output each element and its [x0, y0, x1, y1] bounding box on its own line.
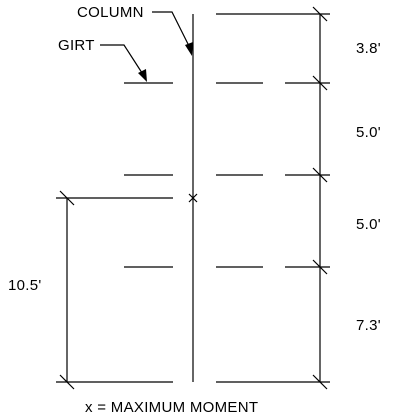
girt-leader [100, 44, 147, 82]
dimension-label-4: 7.3' [356, 317, 381, 334]
legend-note: x = MAXIMUM MOMENT [85, 399, 258, 416]
dimension-label-1: 3.8' [356, 40, 381, 57]
max-moment-marker [188, 193, 198, 203]
dimension-label-3: 5.0' [356, 216, 381, 233]
column-label: COLUMN [77, 4, 144, 21]
left-dimension-label: 10.5' [8, 277, 42, 294]
girt-label: GIRT [58, 37, 95, 54]
column-leader [152, 11, 193, 56]
dimension-label-2: 5.0' [356, 124, 381, 141]
left-dimension-ticks [59, 190, 75, 390]
right-dimension-ticks [312, 6, 328, 390]
